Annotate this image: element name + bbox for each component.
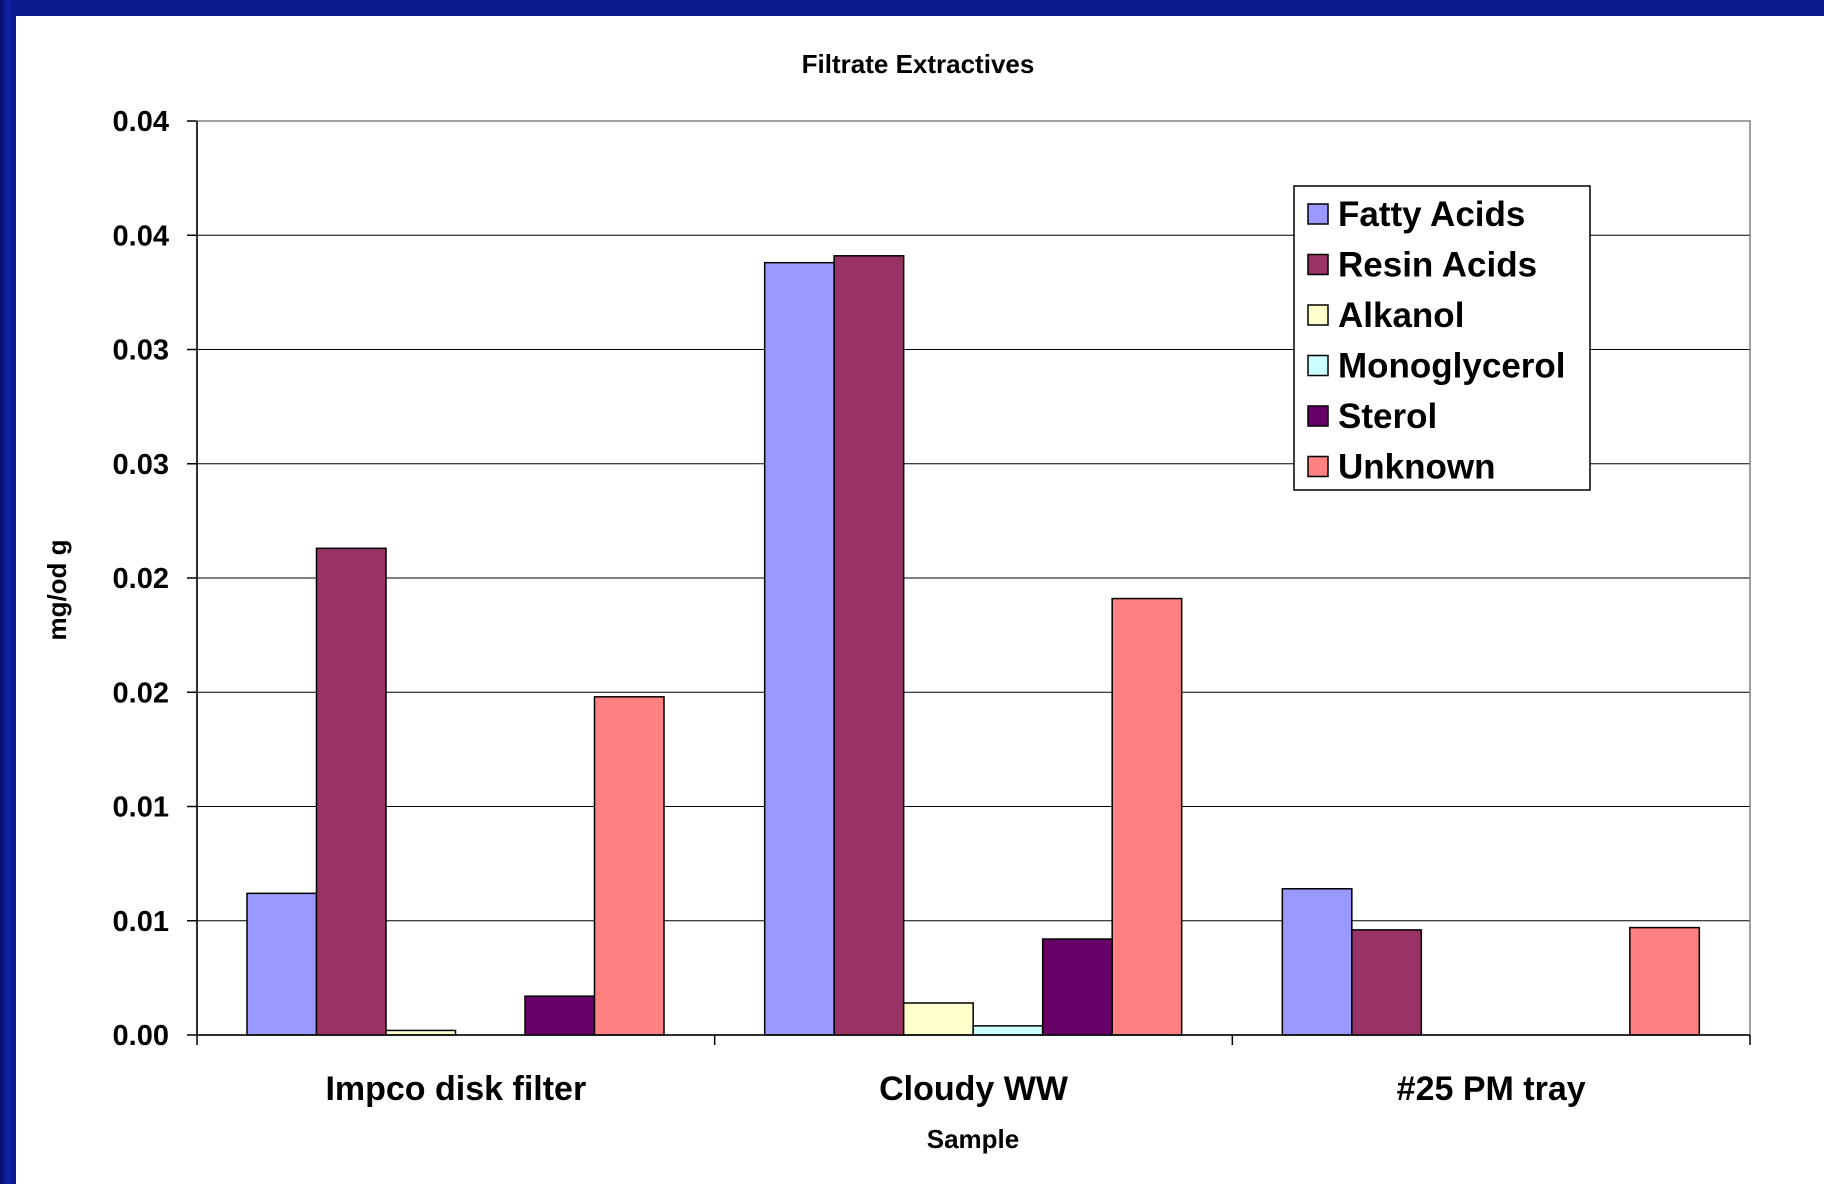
- legend-label: Unknown: [1338, 448, 1495, 487]
- bar-alkanol: [902, 1002, 974, 1036]
- legend: Fatty Acids Resin Acids Alkanol Monoglycero…: [1293, 185, 1591, 491]
- legend-box: [1293, 185, 1591, 491]
- legend-label: Alkanol: [1338, 296, 1464, 335]
- x-axis-label: Sample: [927, 1124, 1020, 1154]
- bar-resin-acids: [1351, 929, 1423, 1036]
- legend-swatch: [1307, 354, 1329, 377]
- bar-resin-acids: [833, 255, 905, 1036]
- y-tick-label: 0.04: [113, 106, 169, 138]
- legend-swatch: [1307, 405, 1329, 427]
- y-tick-label: 0.04: [113, 220, 169, 252]
- legend-swatch: [1307, 304, 1329, 326]
- bar-unknown: [593, 696, 665, 1036]
- y-tick-label: 0.00: [113, 1020, 169, 1052]
- y-tick-labels: 0.00 0.01 0.01 0.02 0.02 0.03 0.03 0.04 0.04: [113, 106, 169, 1052]
- axes: [196, 120, 1751, 1045]
- y-tick-label: 0.02: [113, 563, 169, 595]
- legend-label: Sterol: [1338, 397, 1437, 436]
- legend-label: Resin Acids: [1338, 246, 1537, 285]
- bar-unknown: [1629, 926, 1701, 1036]
- bar-resin-acids: [315, 547, 387, 1036]
- bar-fatty-acids: [763, 261, 835, 1036]
- legend-swatch: [1307, 203, 1329, 225]
- bar-unknown: [1111, 597, 1183, 1036]
- y-tick-label: 0.03: [113, 335, 169, 367]
- bar-sterol: [1041, 938, 1113, 1036]
- chart-title: Filtrate Extractives: [802, 49, 1035, 79]
- legend-swatch: [1307, 455, 1329, 478]
- legend-swatch: [1307, 253, 1329, 276]
- y-tick-label: 0.02: [113, 677, 169, 709]
- bar-fatty-acids: [1281, 888, 1353, 1036]
- x-category-labels: Impco disk filter Cloudy WW #25 PM tray: [325, 1070, 1585, 1108]
- y-axis-label: mg/od g: [42, 539, 72, 640]
- y-tick-label: 0.03: [113, 449, 169, 481]
- x-category-label: #25 PM tray: [1397, 1070, 1586, 1108]
- bars: [246, 255, 1701, 1036]
- legend-label: Fatty Acids: [1338, 195, 1525, 234]
- bar-monoglycerol: [972, 1025, 1044, 1036]
- legend-label: Monoglycerol: [1338, 347, 1566, 386]
- x-category-label: Cloudy WW: [879, 1070, 1069, 1108]
- y-tick-label: 0.01: [113, 906, 169, 938]
- bar-fatty-acids: [246, 892, 318, 1036]
- x-category-label: Impco disk filter: [325, 1070, 586, 1108]
- bar-sterol: [524, 995, 596, 1036]
- y-tick-label: 0.01: [113, 792, 169, 824]
